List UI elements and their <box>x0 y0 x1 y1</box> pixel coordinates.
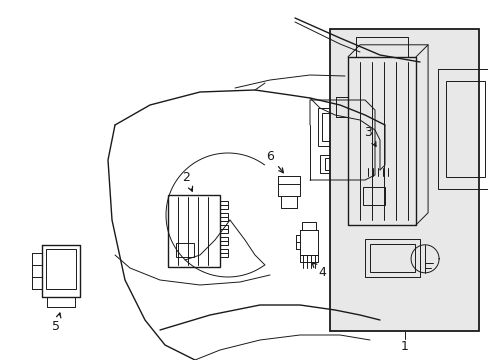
Bar <box>220 237 227 245</box>
Bar <box>220 225 227 233</box>
Bar <box>329 29 478 331</box>
Text: 3: 3 <box>364 126 375 147</box>
Text: 6: 6 <box>265 149 283 173</box>
Bar <box>176 243 194 257</box>
Bar <box>325 158 359 170</box>
Bar <box>220 213 227 221</box>
Bar <box>317 108 365 146</box>
Bar <box>220 249 227 257</box>
Bar <box>364 152 390 166</box>
Text: 2: 2 <box>182 171 192 191</box>
Bar <box>445 81 484 177</box>
Bar <box>369 244 414 272</box>
Bar <box>329 29 478 331</box>
Bar <box>365 239 419 277</box>
Bar <box>362 187 384 205</box>
Bar <box>362 150 392 168</box>
Bar <box>321 113 361 141</box>
Text: 5: 5 <box>52 313 61 333</box>
Bar <box>220 201 227 209</box>
Bar <box>46 249 76 289</box>
Text: 4: 4 <box>311 263 325 279</box>
Bar <box>168 195 220 267</box>
Bar <box>319 155 364 173</box>
Text: 1: 1 <box>400 340 408 353</box>
